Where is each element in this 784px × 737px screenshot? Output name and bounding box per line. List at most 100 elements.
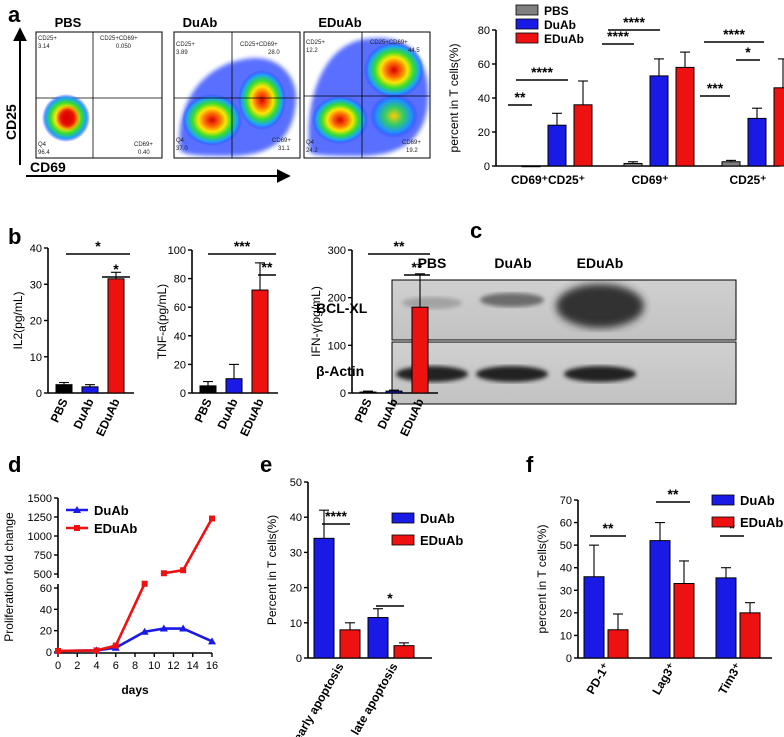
legend-swatch (515, 4, 539, 16)
flow-y-label: CD25 (3, 104, 19, 140)
flow-plot-pbs: PBS CD25+ 3.14 CD25+CD69+ 0.050 Q4 96.4 … (35, 15, 163, 159)
x-category-label: EDuAb (93, 396, 123, 438)
bar-eduab (739, 612, 761, 659)
point-eduab (141, 580, 148, 587)
quad-label: CD25+CD69+ (240, 42, 278, 48)
flow-title-eduab: EDuAb (318, 15, 361, 30)
flow-plot-eduab: EDuAb CD25+ 12.2 CD25+CD69+ 44.5 Q4 24.2… (303, 15, 431, 159)
point-eduab (112, 642, 119, 649)
quad-label: CD25+CD69+ (100, 36, 138, 42)
y-tick-label: 1000 (28, 531, 52, 543)
significance-stars: * (729, 520, 735, 536)
bar-duab (583, 576, 605, 659)
y-axis-title: Percent in T cells(%) (265, 515, 279, 625)
significance-stars: * (745, 44, 751, 60)
flow-panel: CD25 CD69 PBS CD25+ 3.14 CD25+CD69+ 0.05… (3, 15, 431, 183)
point-eduab (55, 647, 61, 654)
y-tick-label: 50 (290, 477, 302, 489)
y-axis-title: percent in T cells(%) (447, 44, 461, 153)
x-category-label: DuAb (71, 396, 97, 431)
quad-value: 31.1 (278, 146, 290, 152)
x-tick-label: 10 (148, 660, 160, 672)
y-tick-label: 1250 (28, 512, 52, 524)
y-tick-label: 20 (290, 583, 302, 595)
panel-label-b: b (8, 224, 21, 249)
significance-stars: *** (707, 80, 724, 96)
significance-stars: **** (325, 508, 347, 524)
y-tick-label: 40 (30, 243, 42, 255)
quad-label: Q4 (38, 142, 47, 148)
y-tick-label: 70 (560, 495, 572, 507)
x-category-label: DuAb (375, 396, 401, 431)
y-tick-label: 30 (560, 585, 572, 597)
legend-label: DuAb (740, 493, 775, 508)
y-tick-label: 30 (30, 279, 42, 291)
point-duab (159, 624, 168, 632)
panel-label-d: d (8, 452, 21, 477)
quad-value: 24.2 (306, 148, 318, 154)
significance-stars: **** (723, 26, 745, 42)
y-tick-label: 0 (36, 388, 42, 400)
y-tick-label: 10 (30, 352, 42, 364)
x-category-label: PBS (48, 396, 71, 424)
point-eduab (180, 567, 187, 574)
blot-lane-eduab: EDuAb (577, 255, 624, 271)
x-tick-label: 6 (113, 660, 119, 672)
panel-label-e: e (260, 452, 272, 477)
y-tick-label: 100 (168, 245, 186, 257)
y-tick-label: 20 (560, 608, 572, 620)
quad-value: 37.0 (176, 146, 188, 152)
x-tick-label: 2 (74, 660, 80, 672)
western-blot: PBS DuAb EDuAb BCL-XL β-Actin (316, 255, 737, 405)
y-tick-label: 200 (328, 293, 346, 305)
bar-duab (649, 75, 669, 167)
x-category-label: late apoptosis (348, 660, 401, 737)
point-duab (179, 624, 188, 632)
y-axis-title: TNF-a(pg/mL) (155, 284, 169, 359)
blot-lane-pbs: PBS (418, 255, 447, 271)
bar-eduab (773, 87, 784, 167)
legend-label: EDuAb (94, 521, 137, 536)
significance-stars: ** (412, 259, 423, 275)
y-tick-label: 80 (478, 25, 490, 37)
flow-title-duab: DuAb (183, 15, 218, 30)
x-category-label: PBS (192, 396, 215, 424)
cell-cluster-core (59, 108, 77, 128)
panel-label-c: c (470, 218, 482, 243)
bar-pbs (623, 162, 643, 167)
y-tick-label: 60 (560, 518, 572, 530)
y-tick-label: 0 (566, 653, 572, 665)
point-eduab (209, 515, 215, 522)
x-tick-label: 14 (187, 660, 199, 672)
y-tick-label: 0 (296, 653, 302, 665)
quad-label: CD69+ (134, 142, 153, 148)
band-actin-eduab (564, 366, 636, 382)
bar-pbs (199, 385, 217, 394)
significance-stars: ** (668, 486, 679, 502)
y-tick-label: 10 (290, 618, 302, 630)
significance-stars: ** (515, 89, 526, 105)
bar-duab (367, 617, 389, 659)
y-tick-label: 0 (484, 161, 490, 173)
bar-eduab (675, 66, 695, 167)
chart-d: 500 750 1000 1250 1500 0 20 40 60 0 2 4 6 8 10 12 14 16 da… (2, 493, 218, 697)
band-actin-duab (476, 366, 548, 382)
band-bclxl-duab (480, 293, 544, 307)
bar-eduab (607, 629, 629, 659)
x-category-label: PBS (352, 396, 375, 424)
quad-label: Q4 (306, 140, 315, 146)
x-category-label: Tim3⁺ (715, 661, 744, 698)
x-category-label: EDuAb (237, 396, 267, 438)
cell-cluster (364, 42, 424, 98)
quad-value: 3.89 (176, 50, 188, 56)
significance-stars: **** (623, 14, 645, 30)
y-tick-label: 40 (560, 563, 572, 575)
y-tick-label: 60 (174, 302, 186, 314)
y-tick-label: 40 (290, 512, 302, 524)
quad-label: CD25+ (176, 42, 195, 48)
bar-eduab (393, 645, 415, 659)
band-actin-pbs (396, 366, 468, 382)
